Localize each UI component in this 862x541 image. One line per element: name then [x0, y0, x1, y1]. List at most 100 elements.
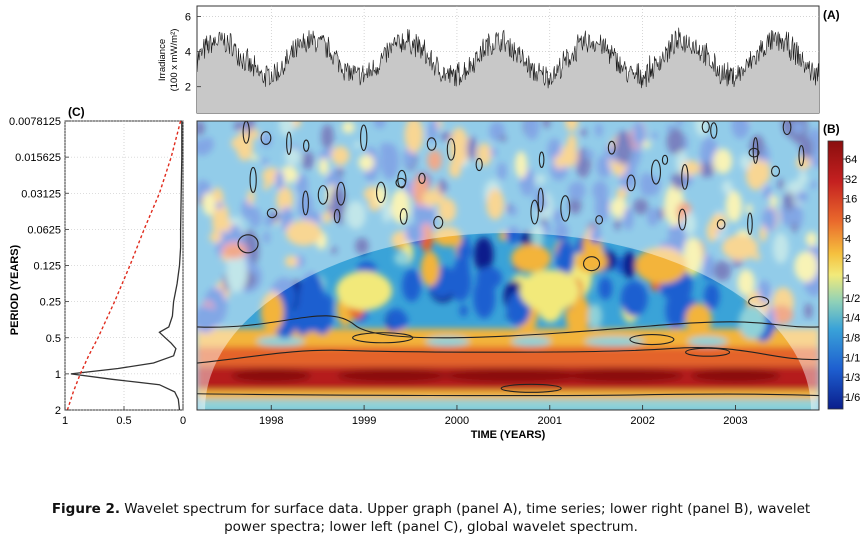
figure-caption: Figure 2. Wavelet spectrum for surface d…	[0, 500, 862, 536]
heatmap-patch	[264, 215, 274, 227]
heatmap-patch	[770, 195, 778, 207]
panel-b-label: (B)	[823, 122, 840, 136]
significance-contour-band-top	[197, 315, 819, 339]
significance-contour	[538, 151, 545, 168]
cone-of-influence	[197, 121, 819, 410]
heatmap-hole	[425, 336, 470, 347]
significance-contour	[336, 181, 346, 206]
heatmap-patch	[731, 121, 750, 139]
panel-a-ytick-label: 4	[185, 47, 191, 59]
heatmap-patch	[263, 231, 270, 244]
heatmap-patch	[810, 156, 819, 168]
heatmap-hole	[687, 336, 728, 347]
heatmap-patch	[276, 186, 294, 214]
panel-c: 0.0078125 0.015625 0.03125 0.0625 0.125 0.25 0…	[9, 105, 186, 427]
panel-c-x-ticks: 1 0.5 0	[62, 406, 186, 427]
heatmap-patch	[761, 206, 778, 232]
heatmap-patch	[614, 217, 621, 231]
significance-contour-band-bottom	[197, 393, 819, 397]
heatmap-patch	[215, 201, 224, 210]
heatmap-patch	[810, 180, 818, 189]
heatmap-patch	[514, 151, 528, 179]
heatmap-patch	[429, 121, 439, 133]
heatmap-patch	[422, 190, 438, 207]
heatmap-patch	[777, 178, 785, 190]
heatmap-patch	[261, 158, 269, 165]
panel-b-xlabel: TIME (YEARS)	[471, 429, 546, 441]
heatmap-patch	[769, 304, 794, 325]
heatmap-patch	[284, 255, 298, 268]
heatmap-patch	[197, 121, 205, 136]
heatmap-warm-patch	[511, 244, 552, 273]
heatmap-patch	[665, 292, 686, 329]
heatmap-core	[564, 368, 685, 383]
heatmap-patch	[633, 198, 649, 215]
colorbar	[827, 140, 844, 410]
heatmap-patch	[578, 182, 585, 197]
panel-b-frame	[196, 120, 820, 411]
heatmap-patch	[601, 163, 611, 178]
panel-a-ytick-label: 2	[185, 82, 191, 94]
heatmap-patch	[330, 247, 338, 254]
heatmap-band	[197, 346, 819, 367]
heatmap-patch	[535, 174, 546, 185]
panel-c-xtick-label: 0	[180, 415, 186, 427]
panel-b-xtick-label: 2000	[445, 415, 469, 427]
heatmap-patch	[382, 203, 392, 223]
heatmap-patch	[301, 151, 315, 170]
heatmap-patch	[233, 121, 244, 132]
heatmap-patch	[598, 277, 613, 300]
significance-contour	[607, 140, 616, 155]
heatmap-patch	[249, 129, 260, 140]
heatmap-patch	[759, 225, 767, 242]
heatmap-patch	[296, 174, 309, 196]
significance-contour	[352, 332, 414, 344]
heatmap-patch	[530, 224, 544, 249]
significance-contour	[446, 138, 456, 161]
significance-contour	[752, 137, 759, 164]
heatmap-patch	[772, 232, 789, 264]
heatmap-warm-patch	[222, 242, 247, 260]
heatmap-patch	[404, 121, 424, 153]
panel-b-xtick-label: 2002	[630, 415, 654, 427]
panel-c-ytick-label: 0.25	[40, 297, 61, 309]
colorbar-tick-label: 16	[845, 194, 857, 206]
panel-b-xtick-label: 2001	[538, 415, 562, 427]
heatmap-patch	[588, 303, 603, 329]
heatmap-patch	[791, 221, 798, 233]
significance-contour-band-mid	[197, 347, 819, 364]
heatmap-core	[336, 368, 447, 383]
panel-c-label: (C)	[68, 105, 85, 119]
heatmap-patch	[355, 237, 369, 255]
heatmap-patch	[318, 158, 329, 175]
heatmap-patch	[542, 121, 551, 129]
heatmap-patch	[358, 154, 374, 171]
heatmap-patch	[390, 189, 411, 224]
heatmap-patch	[799, 136, 814, 160]
heatmap-patch	[524, 121, 540, 141]
heatmap-patch	[346, 200, 366, 230]
heatmap-patch	[592, 180, 609, 201]
significance-contour	[661, 154, 669, 165]
heatmap-patch	[668, 220, 687, 255]
significance-contour	[530, 199, 539, 225]
heatmap-patch	[373, 121, 386, 129]
heatmap-patch	[274, 170, 285, 191]
heatmap-patch	[226, 250, 247, 293]
heatmap-patch	[197, 139, 212, 156]
heatmap-patch	[404, 223, 424, 245]
heatmap-band	[197, 390, 819, 400]
heatmap-patch	[745, 159, 766, 191]
heatmap-patch	[713, 148, 733, 174]
heatmap-patch	[262, 183, 270, 190]
heatmap-patch	[249, 207, 262, 228]
heatmap-patch	[490, 147, 498, 157]
heatmap-patch	[616, 188, 628, 199]
heatmap-patch	[552, 208, 564, 224]
heatmap-warm-patch	[635, 247, 688, 284]
heatmap-patch	[260, 291, 284, 333]
panel-c-y-ticks: 0.0078125 0.015625 0.03125 0.0625 0.125 0.25 0…	[9, 116, 69, 417]
panel-b-xtick-label: 1998	[259, 415, 283, 427]
significance-contour	[747, 212, 753, 235]
heatmap-patch	[247, 189, 255, 205]
